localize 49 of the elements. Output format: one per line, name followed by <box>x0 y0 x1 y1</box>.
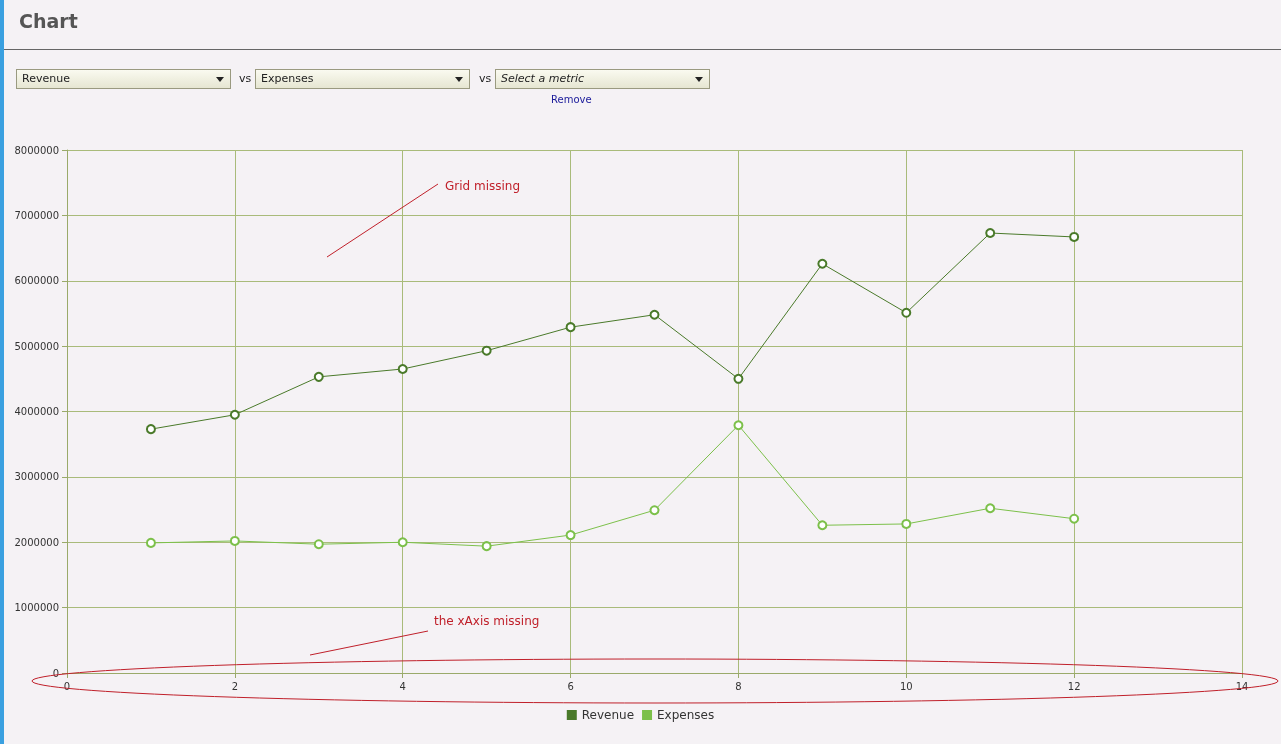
point <box>985 503 996 514</box>
point <box>901 307 912 318</box>
point <box>145 424 156 435</box>
point <box>733 373 744 384</box>
text: vs <box>239 72 252 85</box>
annotation: Grid missing <box>445 179 521 193</box>
chart-title: Chart <box>19 10 78 32</box>
x-tick-label: 10 <box>899 680 913 692</box>
point <box>901 518 912 529</box>
y-tick-label: 3000000 <box>14 471 59 483</box>
point <box>565 530 576 541</box>
point <box>817 258 828 269</box>
dropdown-field: Revenue <box>16 69 231 89</box>
text: vs <box>479 72 492 85</box>
y-tick-label: 8000000 <box>14 144 59 156</box>
dropdown-field: Select a metric <box>495 69 710 89</box>
point <box>397 537 408 548</box>
x-tick-label: 6 <box>567 680 574 692</box>
point <box>313 371 324 382</box>
point <box>649 505 660 516</box>
legend-label: Revenue <box>581 708 635 722</box>
point <box>313 539 324 550</box>
legend-label: Expenses <box>657 708 715 722</box>
point <box>649 309 660 320</box>
dropdown-field: Expenses <box>255 69 470 89</box>
point <box>1069 513 1080 524</box>
annotation: the xAxis missing <box>434 614 540 628</box>
point <box>481 345 492 356</box>
y-tick-label: 5000000 <box>14 340 59 352</box>
point <box>481 541 492 552</box>
text: Remove <box>551 94 592 105</box>
point <box>145 537 156 548</box>
y-tick-label: 7000000 <box>14 209 59 221</box>
x-tick-label: 4 <box>399 680 406 692</box>
x-tick-label: 2 <box>231 680 239 692</box>
point <box>733 420 744 431</box>
y-tick-label: 6000000 <box>14 275 59 287</box>
point <box>1069 231 1080 242</box>
x-tick-label: 8 <box>735 680 742 692</box>
point <box>229 535 240 546</box>
point <box>817 520 828 531</box>
x-tick-label: 12 <box>1067 680 1081 692</box>
point <box>397 364 408 374</box>
y-tick-label: 1000000 <box>14 602 59 614</box>
point <box>985 228 996 239</box>
y-tick-label: 4000000 <box>14 406 59 417</box>
y-tick-label: 2000000 <box>14 536 59 548</box>
point <box>229 409 240 420</box>
point <box>565 322 576 333</box>
